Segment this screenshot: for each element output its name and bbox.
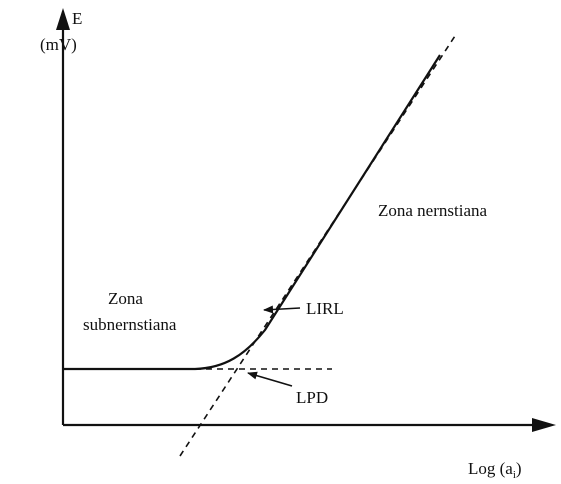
x-label-sub: i [513,469,516,481]
x-label-main: Log (a [468,459,513,478]
region-label: Zona [108,289,143,308]
x-arrow [532,418,556,432]
y-unit: (mV) [40,35,77,54]
y-arrow [56,8,70,30]
x-label-close: ) [516,459,522,478]
lirl-arrow [263,305,301,314]
region-label: subnernstiana [83,315,177,334]
annotation: LIRL [306,299,344,318]
y-label: E [72,9,82,28]
lpd-arrow [247,371,293,387]
region-label: Zona nernstiana [378,201,487,220]
nernst-extension [179,35,456,457]
x-label: Log (ai) [468,459,522,481]
annotation: LPD [296,388,328,407]
